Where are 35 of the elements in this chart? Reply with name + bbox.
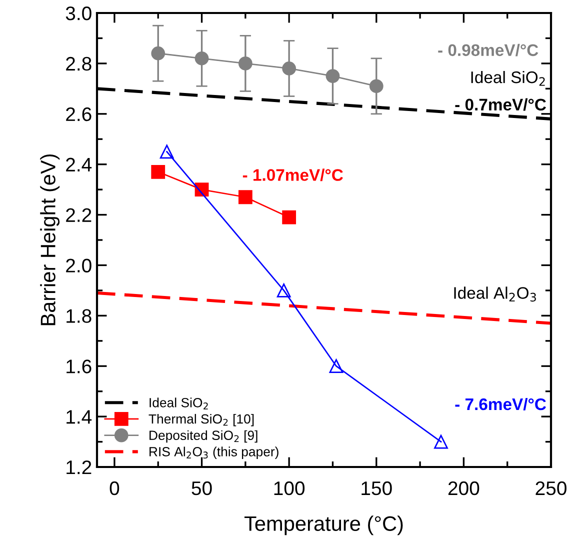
x-tick-label: 0 [110,481,120,496]
x-tick-label: 150 [362,481,392,496]
annotation: Ideal SiO$_{2}$ [471,70,545,86]
x-axis-title: Temperature (°C) [244,516,403,536]
y-tick-label: 1.8 [66,309,92,323]
point [434,434,448,449]
point [329,359,344,374]
x-tick-label: 50 [192,481,212,496]
annotation: - 0.98meV/°C [438,44,538,56]
y-tick-label: 1.4 [66,410,92,424]
annotation: - 7.6meV/°C [455,398,546,410]
annotation: - 1.07meV/°C [242,168,343,182]
y-tick-label: 1.2 [66,460,92,474]
y-tick-label: 2.2 [66,208,92,222]
y-tick-label: 2.6 [66,107,92,122]
point [160,144,174,159]
legend-label: Deposited SiO$_{2}$ [9] [150,430,258,443]
y-axis-title: Barrier Height (eV) [40,154,60,326]
y-tick-label: 1.6 [66,360,92,374]
annotation: - 0.7meV/°C [455,98,546,111]
y-tick-label: 3.0 [66,6,92,20]
legend-label: RIS Al$_{2}$O$_{3}$ (this paper) [150,446,278,459]
point [151,164,166,179]
y-tick-label: 2.4 [66,158,92,172]
x-tick-label: 100 [274,481,305,496]
annotation: Ideal Al$_{2}$O$_{3}$ [454,286,536,302]
legend-label: Thermal SiO$_{2}$ [10] [148,414,254,426]
x-tick-label: 200 [448,481,480,496]
y-tick-label: 2.8 [66,56,92,71]
point [276,284,291,298]
point [282,210,296,224]
legend-label: Ideal SiO$_{2}$ [150,398,208,410]
y-tick-label: 2.0 [66,258,92,272]
x-tick-label: 250 [536,481,566,496]
point [238,190,252,204]
